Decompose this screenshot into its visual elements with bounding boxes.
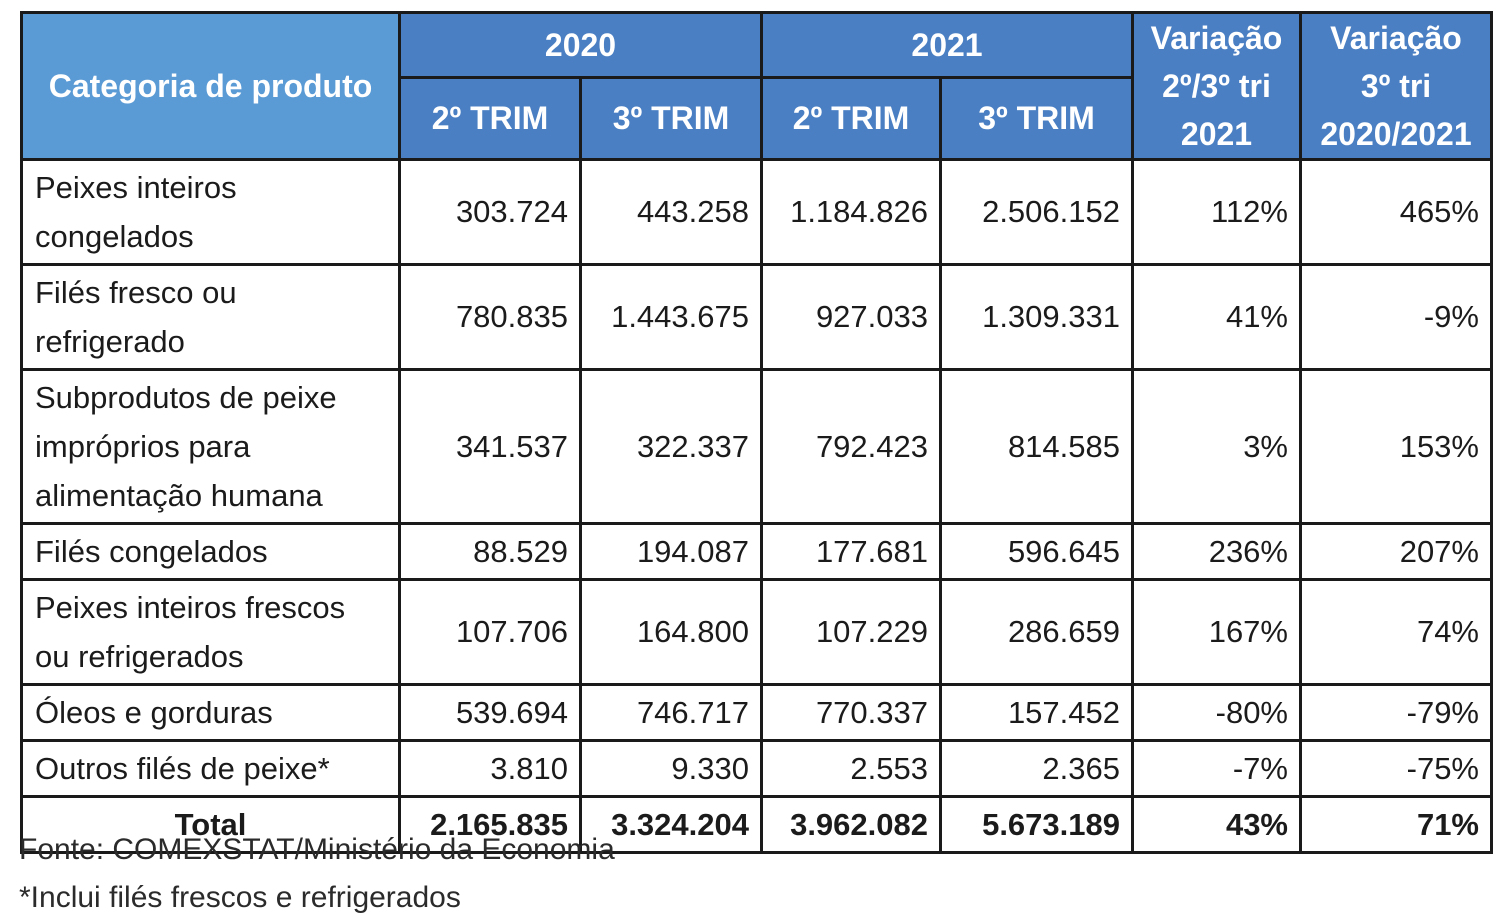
cell-variation-quarter: 236% (1131, 522, 1302, 581)
data-table: Categoria de produto 2020 2021 Variação … (20, 10, 1493, 854)
row-label: Subprodutos de peixe impróprios para ali… (20, 368, 401, 525)
header-line: Variação (1330, 20, 1462, 56)
total-label: Total (20, 795, 401, 854)
row-label: Filés fresco ou refrigerado (20, 263, 401, 371)
cell-variation-quarter: 3% (1131, 368, 1302, 525)
row-label-line: Peixes inteiros (35, 170, 237, 205)
row-label-line: Peixes inteiros frescos (35, 590, 346, 625)
cell-2020-trim-3: 194.087 (579, 522, 763, 581)
cell-2021-trim-2: 107.229 (760, 578, 942, 686)
row-label-line: ou refrigerados (35, 639, 244, 674)
cell-2021-trim-2: 792.423 (760, 368, 942, 525)
header-2021-trim-3: 3º TRIM (939, 76, 1134, 161)
total-variation-quarter: 43% (1131, 795, 1302, 854)
footnote: *Inclui filés frescos e refrigerados (19, 881, 461, 914)
cell-variation-year: -9% (1299, 263, 1493, 371)
row-label-line: congelados (35, 219, 194, 254)
header-category: Categoria de produto (20, 11, 401, 161)
cell-2020-trim-2: 539.694 (398, 683, 582, 742)
table-row: Subprodutos de peixe impróprios para ali… (20, 368, 1493, 525)
total-variation-year: 71% (1299, 795, 1493, 854)
cell-variation-quarter: -7% (1131, 739, 1302, 798)
cell-2020-trim-3: 9.330 (579, 739, 763, 798)
row-label-line: refrigerado (35, 324, 185, 359)
cell-variation-quarter: 167% (1131, 578, 1302, 686)
cell-2021-trim-3: 814.585 (939, 368, 1134, 525)
cell-2020-trim-2: 341.537 (398, 368, 582, 525)
cell-2021-trim-3: 2.506.152 (939, 158, 1134, 266)
row-label-line: Outros filés de peixe* (35, 751, 330, 786)
cell-variation-quarter: 112% (1131, 158, 1302, 266)
source-note: Fonte: COMEXSTAT/Ministério da Economia (19, 833, 615, 866)
row-label: Peixes inteiros congelados (20, 158, 401, 266)
total-2020-trim-2: 2.165.835 (398, 795, 582, 854)
total-row: Total 2.165.835 3.324.204 3.962.082 5.67… (20, 795, 1493, 854)
header-2020-trim-3: 3º TRIM (579, 76, 763, 161)
cell-2020-trim-3: 746.717 (579, 683, 763, 742)
header-line: 2020/2021 (1320, 116, 1472, 152)
cell-variation-year: 74% (1299, 578, 1493, 686)
total-2020-trim-3: 3.324.204 (579, 795, 763, 854)
header-variation-year: Variação 3º tri 2020/2021 (1299, 11, 1493, 161)
header-variation-quarter: Variação 2º/3º tri 2021 (1131, 11, 1302, 161)
header-line: Variação (1150, 20, 1283, 56)
table-row: Filés congelados 88.529 194.087 177.681 … (20, 522, 1493, 581)
cell-2021-trim-3: 2.365 (939, 739, 1134, 798)
cell-2020-trim-2: 3.810 (398, 739, 582, 798)
cell-variation-year: 153% (1299, 368, 1493, 525)
cell-2020-trim-3: 443.258 (579, 158, 763, 266)
row-label: Outros filés de peixe* (20, 739, 401, 798)
cell-variation-quarter: 41% (1131, 263, 1302, 371)
cell-2020-trim-2: 780.835 (398, 263, 582, 371)
cell-2020-trim-2: 303.724 (398, 158, 582, 266)
cell-2021-trim-2: 927.033 (760, 263, 942, 371)
cell-2020-trim-3: 164.800 (579, 578, 763, 686)
table-row: Peixes inteiros congelados 303.724 443.2… (20, 158, 1493, 266)
table-row: Óleos e gorduras 539.694 746.717 770.337… (20, 683, 1493, 742)
total-2021-trim-2: 3.962.082 (760, 795, 942, 854)
row-label-line: alimentação humana (35, 478, 323, 513)
cell-2021-trim-3: 157.452 (939, 683, 1134, 742)
cell-variation-year: 465% (1299, 158, 1493, 266)
header-line: 2021 (1180, 116, 1253, 152)
cell-2021-trim-3: 286.659 (939, 578, 1134, 686)
header-line: 3º tri (1360, 68, 1432, 104)
cell-variation-year: -75% (1299, 739, 1493, 798)
cell-2020-trim-3: 322.337 (579, 368, 763, 525)
cell-2020-trim-3: 1.443.675 (579, 263, 763, 371)
cell-2020-trim-2: 88.529 (398, 522, 582, 581)
row-label-line: Óleos e gorduras (35, 695, 273, 730)
cell-2020-trim-2: 107.706 (398, 578, 582, 686)
cell-2021-trim-2: 177.681 (760, 522, 942, 581)
row-label: Peixes inteiros frescos ou refrigerados (20, 578, 401, 686)
cell-variation-year: -79% (1299, 683, 1493, 742)
row-label: Filés congelados (20, 522, 401, 581)
cell-2021-trim-2: 770.337 (760, 683, 942, 742)
row-label-line: Filés congelados (35, 534, 268, 569)
header-year-2021: 2021 (760, 10, 1134, 80)
cell-variation-year: 207% (1299, 522, 1493, 581)
row-label-line: Subprodutos de peixe (35, 380, 337, 415)
table-row: Filés fresco ou refrigerado 780.835 1.44… (20, 263, 1493, 371)
header-year-2020: 2020 (398, 10, 763, 80)
row-label-line: impróprios para (35, 429, 251, 464)
table-row: Outros filés de peixe* 3.810 9.330 2.553… (20, 739, 1493, 798)
row-label: Óleos e gorduras (20, 683, 401, 742)
header-2020-trim-2: 2º TRIM (398, 76, 582, 161)
cell-variation-quarter: -80% (1131, 683, 1302, 742)
cell-2021-trim-2: 2.553 (760, 739, 942, 798)
cell-2021-trim-3: 596.645 (939, 522, 1134, 581)
row-label-line: Filés fresco ou (35, 275, 237, 310)
header-line: 2º/3º tri (1162, 68, 1271, 104)
table-row: Peixes inteiros frescos ou refrigerados … (20, 578, 1493, 686)
total-2021-trim-3: 5.673.189 (939, 795, 1134, 854)
table-notes: Fonte: COMEXSTAT/Ministério da Economia … (19, 826, 615, 922)
cell-2021-trim-3: 1.309.331 (939, 263, 1134, 371)
header-2021-trim-2: 2º TRIM (760, 76, 942, 161)
cell-2021-trim-2: 1.184.826 (760, 158, 942, 266)
